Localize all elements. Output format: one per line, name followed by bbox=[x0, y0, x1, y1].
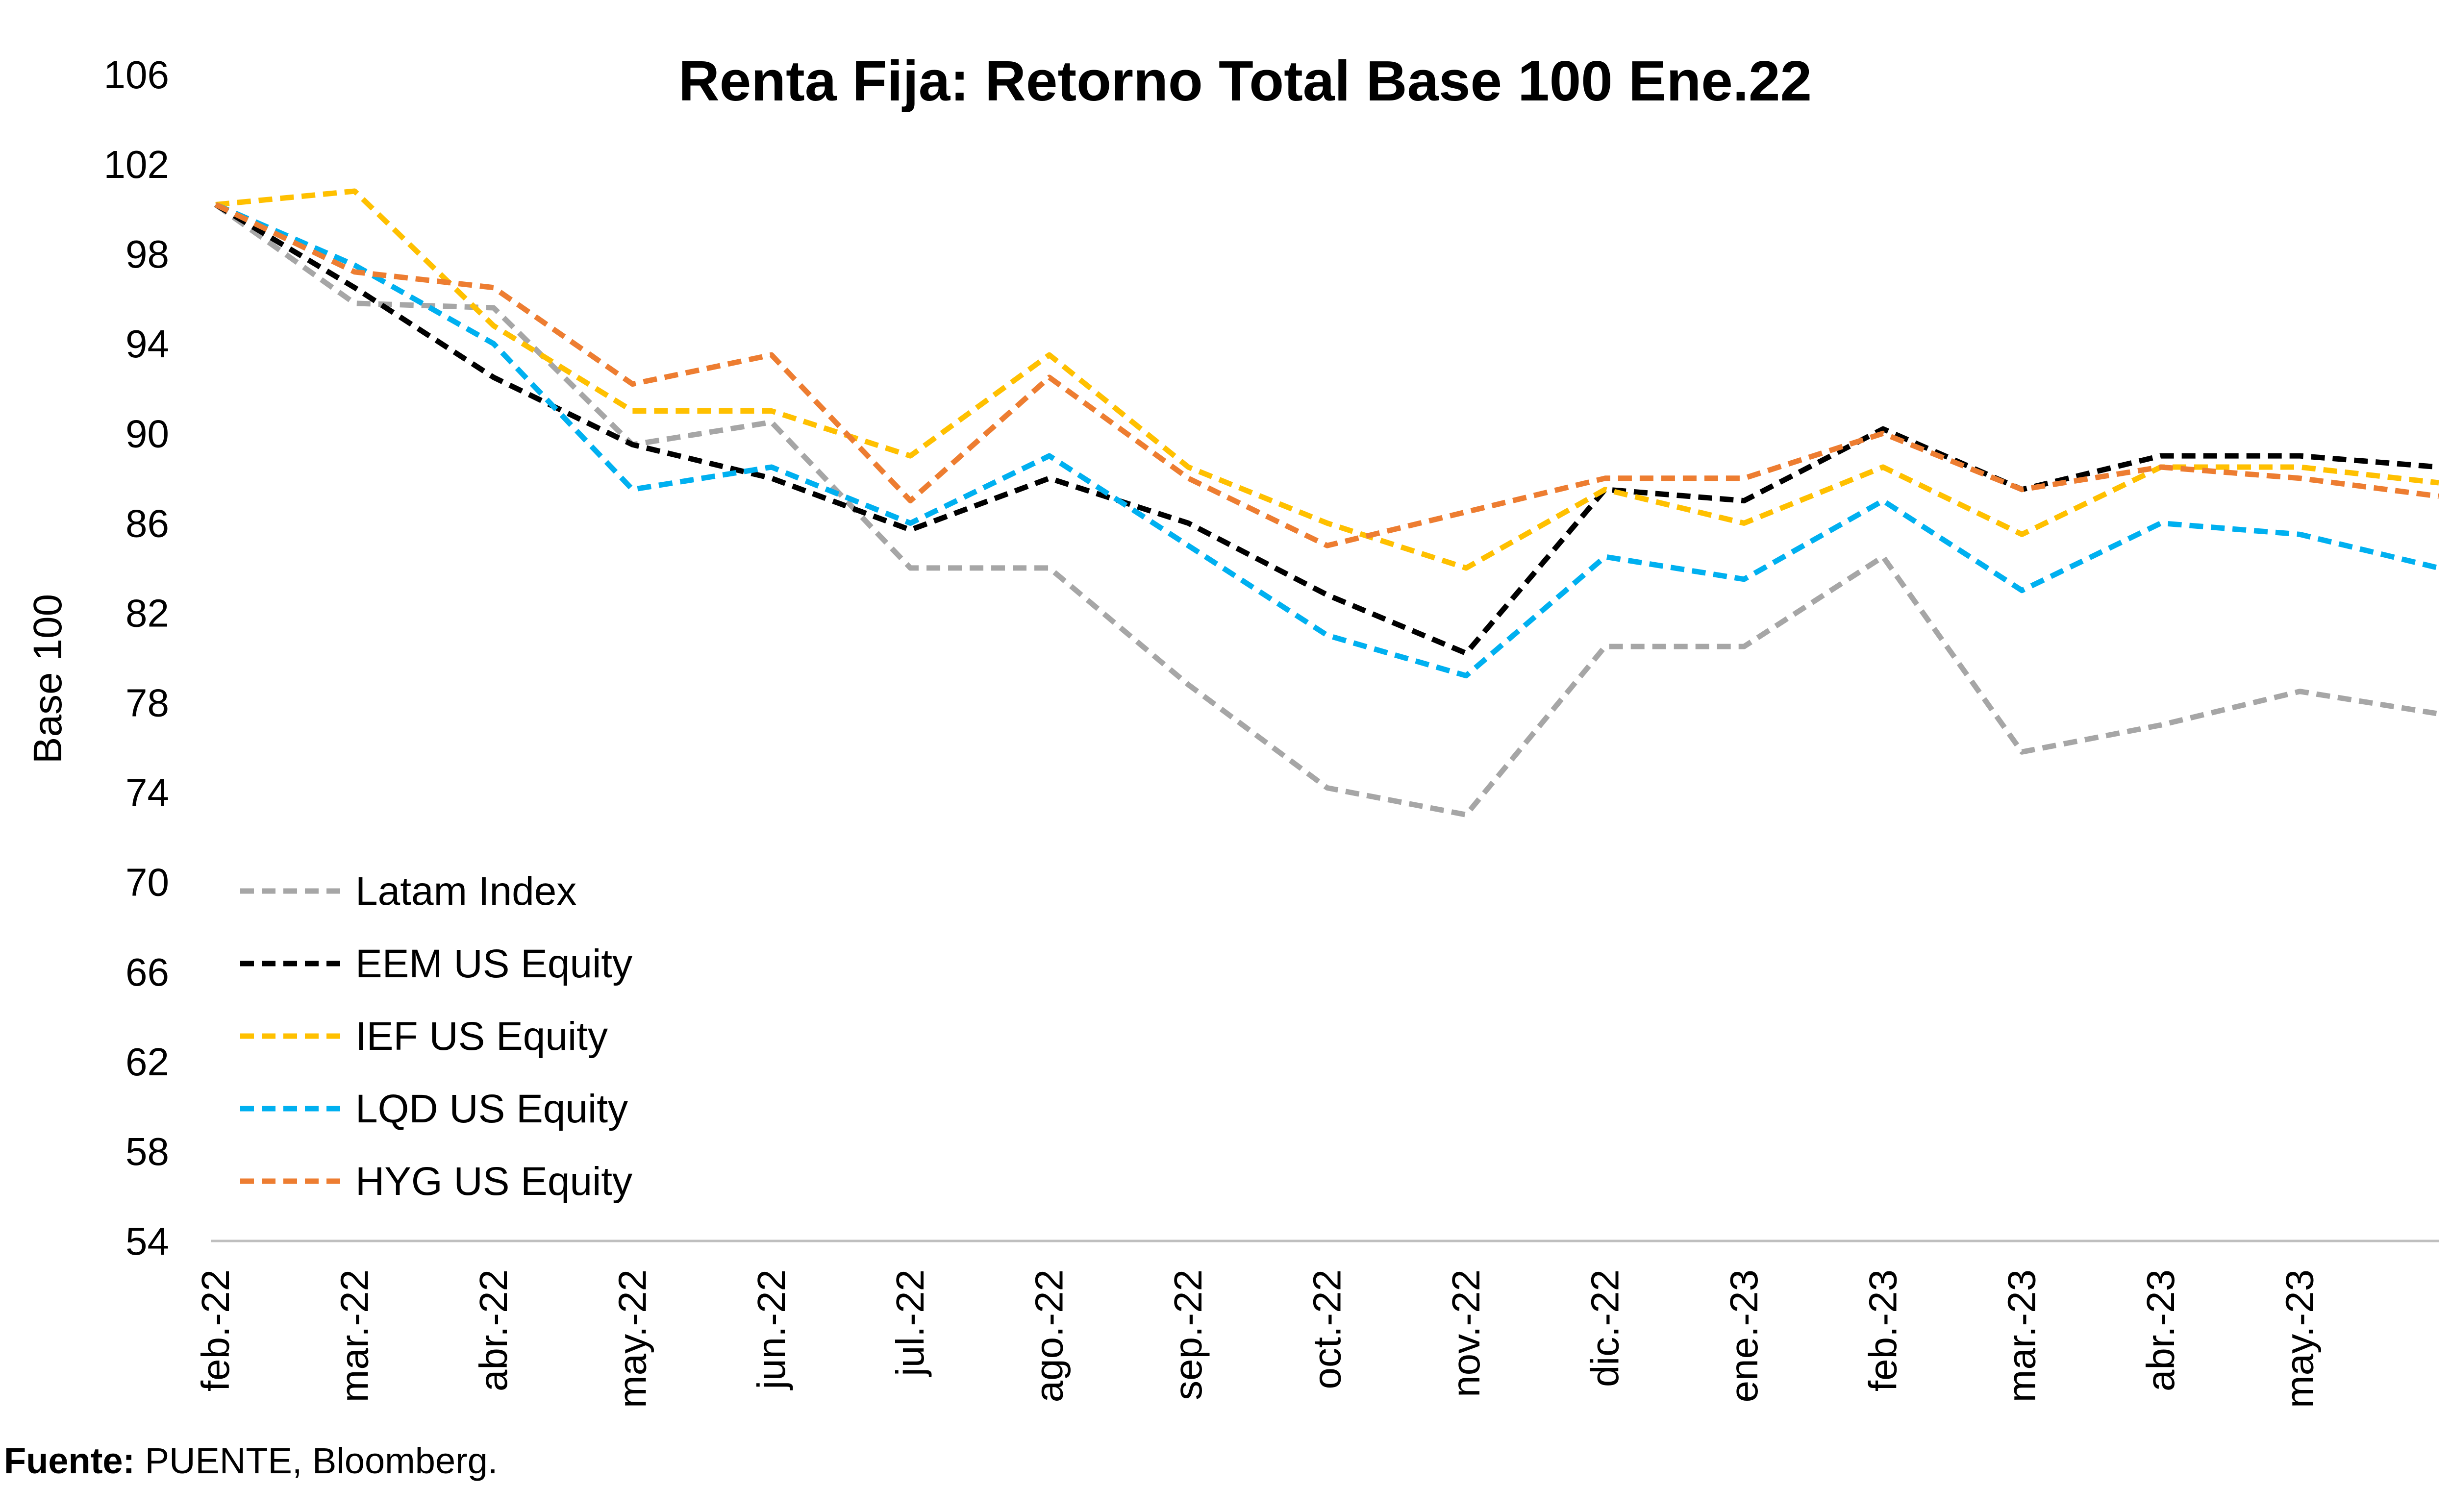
y-tick-label: 62 bbox=[125, 1040, 169, 1084]
y-tick-label: 78 bbox=[125, 681, 169, 725]
y-tick-label: 94 bbox=[125, 322, 169, 366]
y-tick-label: 58 bbox=[125, 1130, 169, 1173]
series-line-3 bbox=[214, 202, 2440, 679]
y-tick-label: 106 bbox=[104, 53, 169, 97]
x-tick-label: feb.-22 bbox=[194, 1269, 237, 1391]
chart-title: Renta Fija: Retorno Total Base 100 Ene.2… bbox=[678, 49, 1812, 113]
x-tick-label: may.-22 bbox=[610, 1269, 654, 1408]
series-line-4 bbox=[214, 202, 2439, 548]
legend-label-3: LQD US Equity bbox=[355, 1087, 628, 1131]
x-tick-label: mar.-22 bbox=[332, 1269, 376, 1402]
y-tick-label: 54 bbox=[125, 1219, 169, 1263]
y-tick-label: 82 bbox=[125, 591, 169, 635]
x-tick-label: may.-23 bbox=[2278, 1269, 2322, 1408]
source-label: Fuente: bbox=[4, 1440, 135, 1481]
x-tick-label: dic.-22 bbox=[1583, 1269, 1626, 1387]
x-tick-label: nov.-22 bbox=[1444, 1269, 1488, 1397]
series-line-1 bbox=[214, 202, 2439, 656]
legend: Latam Index EEM US Equity IEF US Equity LQD… bbox=[240, 869, 632, 1204]
y-tick-label: 74 bbox=[125, 771, 169, 815]
x-tick-label: jun.-22 bbox=[750, 1269, 793, 1390]
legend-label-2: IEF US Equity bbox=[355, 1014, 608, 1059]
source-note: Fuente: PUENTE, Bloomberg. bbox=[4, 1440, 498, 1482]
legend-label-0: Latam Index bbox=[355, 869, 576, 914]
y-axis-ticks: 106 102 98 94 90 86 82 78 74 70 66 62 58 54 bbox=[104, 53, 169, 1263]
y-tick-label: 70 bbox=[125, 861, 169, 904]
x-tick-label: jul.-22 bbox=[888, 1269, 932, 1377]
x-tick-label: ago.-22 bbox=[1027, 1269, 1071, 1402]
y-tick-label: 66 bbox=[125, 950, 169, 994]
series-line-0 bbox=[214, 202, 2439, 818]
y-tick-label: 86 bbox=[125, 501, 169, 545]
series-line-2 bbox=[215, 188, 2439, 571]
legend-label-1: EEM US Equity bbox=[355, 942, 632, 986]
x-tick-label: oct.-22 bbox=[1305, 1269, 1349, 1389]
y-tick-label: 102 bbox=[104, 143, 169, 186]
x-tick-label: abr.-23 bbox=[2139, 1269, 2182, 1391]
x-tick-label: feb.-23 bbox=[1861, 1269, 1904, 1391]
x-tick-label: abr.-22 bbox=[472, 1269, 515, 1391]
y-tick-label: 98 bbox=[125, 232, 169, 276]
series-group bbox=[214, 188, 2440, 818]
y-axis-label: Base 100 bbox=[25, 594, 70, 764]
x-tick-label: mar.-23 bbox=[2000, 1269, 2044, 1402]
x-tick-label: ene.-23 bbox=[1722, 1269, 1766, 1402]
x-tick-label: sep.-22 bbox=[1166, 1269, 1210, 1400]
y-tick-label: 90 bbox=[125, 412, 169, 455]
source-text: PUENTE, Bloomberg. bbox=[135, 1440, 498, 1481]
legend-label-4: HYG US Equity bbox=[355, 1159, 632, 1204]
x-axis-ticks: feb.-22 mar.-22 abr.-22 may.-22 jun.-22 jul.-… bbox=[194, 1269, 2322, 1408]
